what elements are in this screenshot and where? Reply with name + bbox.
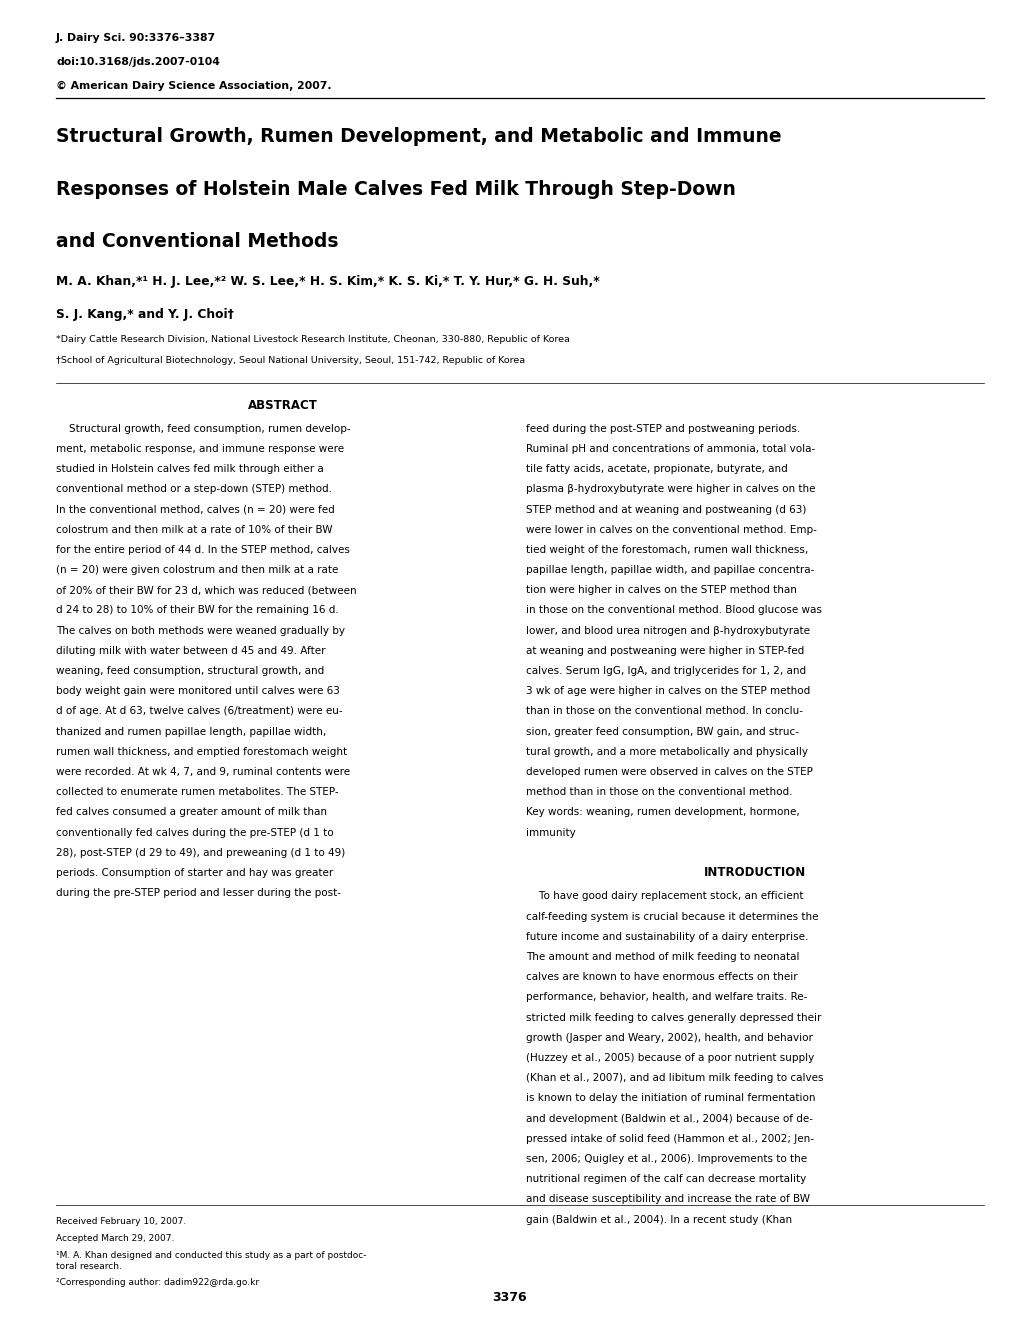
Text: Received February 10, 2007.: Received February 10, 2007. — [56, 1217, 186, 1226]
Text: conventional method or a step-down (STEP) method.: conventional method or a step-down (STEP… — [56, 484, 332, 494]
Text: M. A. Khan,*¹ H. J. Lee,*² W. S. Lee,* H. S. Kim,* K. S. Ki,* T. Y. Hur,* G. H. : M. A. Khan,*¹ H. J. Lee,*² W. S. Lee,* H… — [56, 275, 599, 288]
Text: nutritional regimen of the calf can decrease mortality: nutritional regimen of the calf can decr… — [526, 1173, 805, 1184]
Text: Key words: weaning, rumen development, hormone,: Key words: weaning, rumen development, h… — [526, 808, 799, 817]
Text: were lower in calves on the conventional method. Emp-: were lower in calves on the conventional… — [526, 525, 816, 535]
Text: To have good dairy replacement stock, an efficient: To have good dairy replacement stock, an… — [526, 891, 803, 902]
Text: d 24 to 28) to 10% of their BW for the remaining 16 d.: d 24 to 28) to 10% of their BW for the r… — [56, 606, 338, 615]
Text: stricted milk feeding to calves generally depressed their: stricted milk feeding to calves generall… — [526, 1012, 820, 1023]
Text: is known to delay the initiation of ruminal fermentation: is known to delay the initiation of rumi… — [526, 1093, 814, 1104]
Text: collected to enumerate rumen metabolites. The STEP-: collected to enumerate rumen metabolites… — [56, 787, 338, 797]
Text: (Khan et al., 2007), and ad libitum milk feeding to calves: (Khan et al., 2007), and ad libitum milk… — [526, 1073, 822, 1084]
Text: In the conventional method, calves (n = 20) were fed: In the conventional method, calves (n = … — [56, 504, 334, 515]
Text: 3 wk of age were higher in calves on the STEP method: 3 wk of age were higher in calves on the… — [526, 686, 809, 696]
Text: colostrum and then milk at a rate of 10% of their BW: colostrum and then milk at a rate of 10%… — [56, 525, 332, 535]
Text: future income and sustainability of a dairy enterprise.: future income and sustainability of a da… — [526, 932, 807, 941]
Text: periods. Consumption of starter and hay was greater: periods. Consumption of starter and hay … — [56, 869, 333, 878]
Text: performance, behavior, health, and welfare traits. Re-: performance, behavior, health, and welfa… — [526, 993, 806, 1002]
Text: pressed intake of solid feed (Hammon et al., 2002; Jen-: pressed intake of solid feed (Hammon et … — [526, 1134, 813, 1143]
Text: INTRODUCTION: INTRODUCTION — [703, 866, 805, 879]
Text: tural growth, and a more metabolically and physically: tural growth, and a more metabolically a… — [526, 747, 807, 756]
Text: papillae length, papillae width, and papillae concentra-: papillae length, papillae width, and pap… — [526, 565, 813, 576]
Text: were recorded. At wk 4, 7, and 9, ruminal contents were: were recorded. At wk 4, 7, and 9, rumina… — [56, 767, 350, 777]
Text: growth (Jasper and Weary, 2002), health, and behavior: growth (Jasper and Weary, 2002), health,… — [526, 1032, 812, 1043]
Text: †School of Agricultural Biotechnology, Seoul National University, Seoul, 151-742: †School of Agricultural Biotechnology, S… — [56, 356, 525, 366]
Text: weaning, feed consumption, structural growth, and: weaning, feed consumption, structural gr… — [56, 667, 324, 676]
Text: for the entire period of 44 d. In the STEP method, calves: for the entire period of 44 d. In the ST… — [56, 545, 350, 554]
Text: thanized and rumen papillae length, papillae width,: thanized and rumen papillae length, papi… — [56, 726, 326, 737]
Text: calves are known to have enormous effects on their: calves are known to have enormous effect… — [526, 972, 797, 982]
Text: © American Dairy Science Association, 2007.: © American Dairy Science Association, 20… — [56, 81, 331, 91]
Text: STEP method and at weaning and postweaning (d 63): STEP method and at weaning and postweani… — [526, 504, 805, 515]
Text: ¹M. A. Khan designed and conducted this study as a part of postdoc-
toral resear: ¹M. A. Khan designed and conducted this … — [56, 1251, 366, 1271]
Text: ment, metabolic response, and immune response were: ment, metabolic response, and immune res… — [56, 444, 343, 454]
Text: The amount and method of milk feeding to neonatal: The amount and method of milk feeding to… — [526, 952, 799, 962]
Text: Ruminal pH and concentrations of ammonia, total vola-: Ruminal pH and concentrations of ammonia… — [526, 444, 814, 454]
Text: lower, and blood urea nitrogen and β-hydroxybutyrate: lower, and blood urea nitrogen and β-hyd… — [526, 626, 809, 636]
Text: sion, greater feed consumption, BW gain, and struc-: sion, greater feed consumption, BW gain,… — [526, 726, 798, 737]
Text: d of age. At d 63, twelve calves (6/treatment) were eu-: d of age. At d 63, twelve calves (6/trea… — [56, 706, 342, 717]
Text: method than in those on the conventional method.: method than in those on the conventional… — [526, 787, 792, 797]
Text: Responses of Holstein Male Calves Fed Milk Through Step-Down: Responses of Holstein Male Calves Fed Mi… — [56, 180, 736, 198]
Text: *Dairy Cattle Research Division, National Livestock Research Institute, Cheonan,: *Dairy Cattle Research Division, Nationa… — [56, 335, 570, 345]
Text: of 20% of their BW for 23 d, which was reduced (between: of 20% of their BW for 23 d, which was r… — [56, 585, 357, 595]
Text: calves. Serum IgG, IgA, and triglycerides for 1, 2, and: calves. Serum IgG, IgA, and triglyceride… — [526, 667, 805, 676]
Text: ABSTRACT: ABSTRACT — [248, 399, 318, 412]
Text: studied in Holstein calves fed milk through either a: studied in Holstein calves fed milk thro… — [56, 465, 324, 474]
Text: plasma β-hydroxybutyrate were higher in calves on the: plasma β-hydroxybutyrate were higher in … — [526, 484, 814, 494]
Text: immunity: immunity — [526, 828, 575, 838]
Text: than in those on the conventional method. In conclu-: than in those on the conventional method… — [526, 706, 802, 717]
Text: at weaning and postweaning were higher in STEP-fed: at weaning and postweaning were higher i… — [526, 645, 803, 656]
Text: Structural Growth, Rumen Development, and Metabolic and Immune: Structural Growth, Rumen Development, an… — [56, 127, 781, 145]
Text: (Huzzey et al., 2005) because of a poor nutrient supply: (Huzzey et al., 2005) because of a poor … — [526, 1053, 813, 1063]
Text: conventionally fed calves during the pre-STEP (d 1 to: conventionally fed calves during the pre… — [56, 828, 333, 838]
Text: tied weight of the forestomach, rumen wall thickness,: tied weight of the forestomach, rumen wa… — [526, 545, 807, 554]
Text: and development (Baldwin et al., 2004) because of de-: and development (Baldwin et al., 2004) b… — [526, 1114, 812, 1123]
Text: doi:10.3168/jds.2007-0104: doi:10.3168/jds.2007-0104 — [56, 57, 220, 67]
Text: tile fatty acids, acetate, propionate, butyrate, and: tile fatty acids, acetate, propionate, b… — [526, 465, 787, 474]
Text: tion were higher in calves on the STEP method than: tion were higher in calves on the STEP m… — [526, 585, 796, 595]
Text: The calves on both methods were weaned gradually by: The calves on both methods were weaned g… — [56, 626, 344, 636]
Text: Structural growth, feed consumption, rumen develop-: Structural growth, feed consumption, rum… — [56, 424, 351, 434]
Text: rumen wall thickness, and emptied forestomach weight: rumen wall thickness, and emptied forest… — [56, 747, 346, 756]
Text: in those on the conventional method. Blood glucose was: in those on the conventional method. Blo… — [526, 606, 821, 615]
Text: during the pre-STEP period and lesser during the post-: during the pre-STEP period and lesser du… — [56, 888, 340, 898]
Text: 28), post-STEP (d 29 to 49), and preweaning (d 1 to 49): 28), post-STEP (d 29 to 49), and prewean… — [56, 847, 345, 858]
Text: developed rumen were observed in calves on the STEP: developed rumen were observed in calves … — [526, 767, 812, 777]
Text: body weight gain were monitored until calves were 63: body weight gain were monitored until ca… — [56, 686, 339, 696]
Text: feed during the post-STEP and postweaning periods.: feed during the post-STEP and postweanin… — [526, 424, 799, 434]
Text: 3376: 3376 — [492, 1291, 527, 1304]
Text: calf-feeding system is crucial because it determines the: calf-feeding system is crucial because i… — [526, 912, 817, 921]
Text: (n = 20) were given colostrum and then milk at a rate: (n = 20) were given colostrum and then m… — [56, 565, 338, 576]
Text: S. J. Kang,* and Y. J. Choi†: S. J. Kang,* and Y. J. Choi† — [56, 308, 233, 321]
Text: diluting milk with water between d 45 and 49. After: diluting milk with water between d 45 an… — [56, 645, 325, 656]
Text: and disease susceptibility and increase the rate of BW: and disease susceptibility and increase … — [526, 1195, 809, 1204]
Text: fed calves consumed a greater amount of milk than: fed calves consumed a greater amount of … — [56, 808, 327, 817]
Text: and Conventional Methods: and Conventional Methods — [56, 232, 338, 251]
Text: ²Corresponding author: dadim922@rda.go.kr: ²Corresponding author: dadim922@rda.go.k… — [56, 1278, 259, 1287]
Text: gain (Baldwin et al., 2004). In a recent study (Khan: gain (Baldwin et al., 2004). In a recent… — [526, 1214, 791, 1225]
Text: Accepted March 29, 2007.: Accepted March 29, 2007. — [56, 1234, 174, 1243]
Text: J. Dairy Sci. 90:3376–3387: J. Dairy Sci. 90:3376–3387 — [56, 33, 216, 44]
Text: sen, 2006; Quigley et al., 2006). Improvements to the: sen, 2006; Quigley et al., 2006). Improv… — [526, 1154, 806, 1164]
